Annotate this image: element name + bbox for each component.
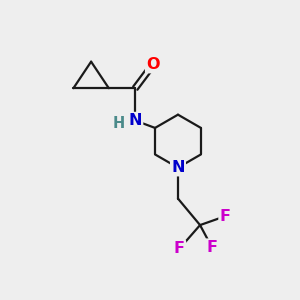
Text: F: F [206, 240, 217, 255]
Text: N: N [171, 160, 185, 175]
Text: F: F [220, 209, 231, 224]
Text: H: H [113, 116, 125, 131]
Text: O: O [146, 57, 160, 72]
Text: F: F [174, 241, 185, 256]
Text: N: N [128, 113, 142, 128]
